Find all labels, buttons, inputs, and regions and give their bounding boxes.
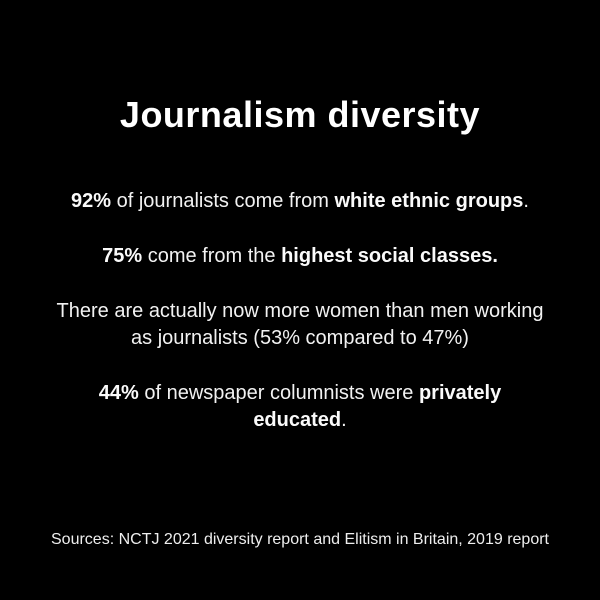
fact-highlight: white ethnic groups [334,190,524,212]
fact-text: of newspaper columnists were [138,382,419,404]
fact-highlight: 44% [98,382,139,404]
fact-text: come from the [142,245,282,267]
fact-highlight: 92% [71,190,112,212]
facts-list: 92% of journalists come from white ethni… [30,188,570,462]
sources-note: Sources: NCTJ 2021 diversity report and … [51,531,549,548]
fact-paragraph: 92% of journalists come from white ethni… [30,188,570,215]
page-title: Journalism diversity [119,94,481,135]
fact-text: . [523,190,529,212]
fact-highlight: privately [418,382,502,404]
fact-paragraph: 75% come from the highest social classes… [30,243,570,270]
fact-text: as journalists (53% compared to 47%) [131,327,469,349]
fact-highlight: 75% [102,245,143,267]
fact-text: . [341,409,347,431]
fact-text: There are actually now more women than m… [56,300,544,322]
fact-highlight: highest social classes. [281,245,498,267]
fact-text: of journalists come from [111,190,335,212]
fact-paragraph: 44% of newspaper columnists were private… [30,380,570,434]
fact-paragraph: There are actually now more women than m… [30,298,570,352]
fact-highlight: educated [253,409,342,431]
